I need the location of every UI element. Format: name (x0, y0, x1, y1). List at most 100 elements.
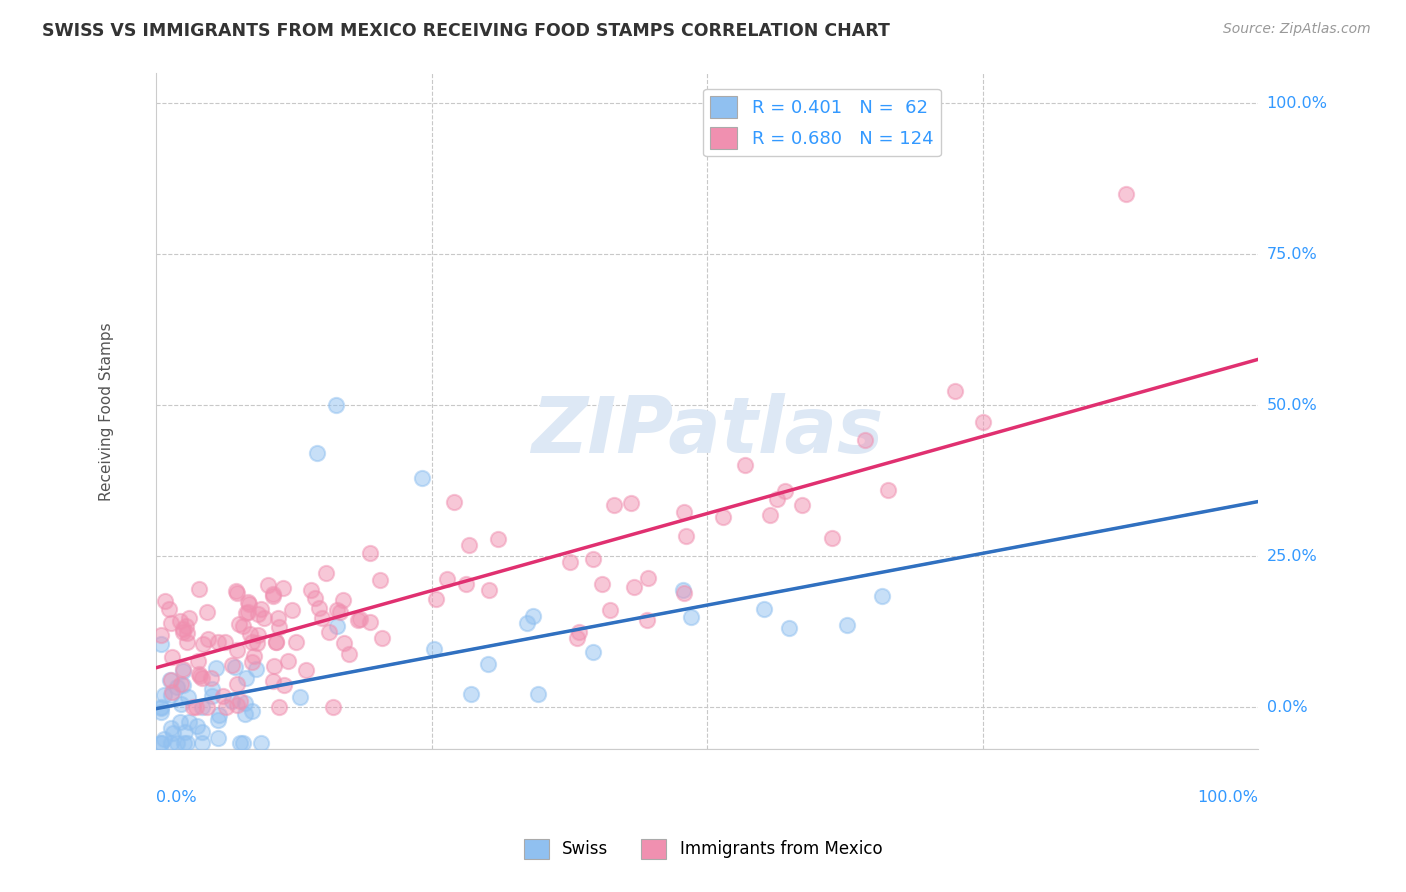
Point (150, 700, 173, 714)
Point (159, 673, 181, 687)
Point (239, 627, 262, 641)
Point (790, 498, 813, 512)
Point (246, 636, 269, 650)
Point (235, 671, 257, 685)
Point (877, 483, 900, 498)
Point (411, 470, 433, 484)
Point (181, 700, 204, 714)
Point (236, 605, 259, 619)
Point (162, 725, 184, 739)
Point (267, 700, 290, 714)
Point (349, 612, 371, 626)
Point (711, 509, 734, 524)
Point (778, 621, 800, 635)
Point (318, 624, 340, 639)
Point (288, 690, 311, 705)
Point (188, 669, 211, 683)
Point (679, 610, 702, 624)
Point (333, 636, 356, 650)
Point (225, 583, 247, 598)
Point (368, 574, 391, 588)
Point (522, 608, 544, 623)
Point (672, 506, 695, 520)
Point (267, 611, 290, 625)
Point (329, 605, 352, 619)
Point (221, 657, 243, 672)
Point (277, 655, 299, 669)
Point (299, 583, 322, 598)
Point (226, 676, 249, 690)
Point (200, 672, 222, 686)
Point (516, 615, 538, 630)
Point (159, 736, 181, 750)
Point (347, 613, 370, 627)
Point (238, 597, 260, 611)
Text: 100.0%: 100.0% (1198, 790, 1258, 805)
Text: Receiving Food Stamps: Receiving Food Stamps (98, 322, 114, 500)
Point (266, 635, 288, 649)
Legend: R = 0.401   N =  62, R = 0.680   N = 124: R = 0.401 N = 62, R = 0.680 N = 124 (703, 89, 941, 156)
Point (835, 617, 858, 632)
Point (169, 715, 191, 730)
Point (308, 601, 330, 615)
Point (191, 736, 214, 750)
Point (170, 677, 193, 691)
Point (159, 689, 181, 703)
Point (263, 659, 285, 673)
Point (195, 605, 218, 619)
Point (221, 694, 243, 708)
Point (191, 637, 214, 651)
Point (582, 551, 605, 566)
Point (307, 446, 329, 460)
Point (371, 632, 394, 646)
Point (226, 586, 249, 600)
Point (460, 687, 482, 701)
Point (527, 687, 550, 701)
Point (173, 724, 195, 739)
Point (159, 673, 181, 688)
Point (224, 660, 246, 674)
Text: 0.0%: 0.0% (1267, 699, 1308, 714)
Point (567, 631, 589, 645)
Point (236, 595, 259, 609)
Point (436, 572, 458, 586)
Text: 75.0%: 75.0% (1267, 247, 1317, 261)
Point (172, 625, 194, 640)
Point (228, 616, 250, 631)
Point (773, 483, 796, 498)
Point (176, 626, 198, 640)
Point (558, 555, 581, 569)
Point (337, 647, 360, 661)
Point (153, 688, 176, 702)
Point (172, 622, 194, 636)
Point (257, 578, 280, 592)
Point (187, 582, 209, 597)
Point (150, 628, 173, 642)
Point (153, 732, 176, 747)
Point (150, 701, 173, 715)
Point (245, 662, 267, 676)
Point (284, 634, 307, 648)
Point (853, 434, 876, 448)
Point (172, 678, 194, 692)
Point (176, 635, 198, 649)
Point (486, 532, 509, 546)
Point (191, 700, 214, 714)
Point (226, 643, 249, 657)
Point (332, 592, 354, 607)
Point (235, 607, 257, 621)
Point (247, 607, 270, 621)
Point (637, 613, 659, 627)
Point (177, 714, 200, 729)
Point (197, 632, 219, 647)
Point (240, 655, 263, 669)
Point (187, 655, 209, 669)
Point (675, 529, 697, 543)
Point (188, 667, 211, 681)
Point (214, 635, 236, 649)
Text: ZIPatlas: ZIPatlas (531, 393, 883, 469)
Point (821, 532, 844, 546)
Point (1115, 186, 1137, 201)
Point (359, 615, 381, 630)
Point (160, 684, 183, 698)
